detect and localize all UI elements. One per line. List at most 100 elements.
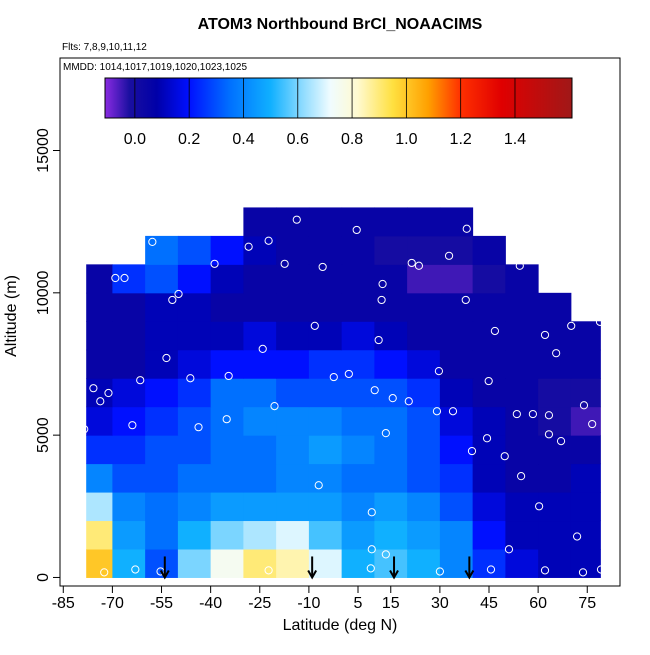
- heat-cell: [341, 349, 375, 379]
- observation-point: [329, 372, 338, 382]
- heat-cell: [177, 548, 212, 578]
- observation-point: [404, 397, 413, 406]
- heat-cell: [177, 435, 212, 465]
- heat-cell: [243, 378, 277, 408]
- heat-cell: [570, 548, 601, 578]
- observation-point: [111, 273, 120, 283]
- heat-cell: [243, 292, 277, 322]
- heat-cell: [86, 548, 113, 578]
- heat-cell: [374, 349, 408, 379]
- observation-point: [377, 295, 386, 305]
- heat-cell: [407, 406, 441, 436]
- observation-point: [512, 229, 521, 239]
- heat-cell: [407, 435, 441, 465]
- heat-cell: [86, 435, 113, 465]
- heat-cell: [276, 264, 310, 294]
- heat-cell: [86, 378, 113, 408]
- observation-point: [367, 508, 376, 517]
- heat-cell: [276, 492, 310, 522]
- heat-cell: [570, 406, 601, 436]
- heat-cell: [145, 492, 179, 522]
- heat-cell: [407, 264, 441, 294]
- heat-cell: [210, 435, 244, 465]
- colorbar-tick-label: 1.0: [395, 131, 417, 148]
- heat-cell: [243, 548, 277, 578]
- heat-cell: [145, 520, 179, 550]
- plot-frame: [59, 57, 621, 587]
- x-tick-label: 60: [529, 595, 547, 612]
- heat-cell: [374, 492, 408, 522]
- observation-point: [544, 411, 554, 420]
- observation-point: [128, 421, 137, 430]
- observation-point: [448, 407, 458, 416]
- heat-cell: [210, 492, 244, 522]
- heat-cell: [308, 435, 343, 465]
- x-tick-label: 75: [578, 595, 596, 612]
- heat-cell: [472, 378, 506, 408]
- heat-cell: [439, 207, 474, 237]
- observation-point: [310, 321, 319, 330]
- observation-point: [374, 335, 383, 345]
- heat-cell: [505, 321, 539, 351]
- heat-cell: [86, 292, 113, 322]
- observation-point: [136, 376, 145, 385]
- colorbar-tick-label: 0.8: [341, 131, 363, 148]
- heat-cell: [112, 264, 146, 294]
- observation-point: [434, 366, 444, 376]
- heat-cell: [210, 292, 244, 322]
- observation-point: [224, 371, 233, 381]
- colorbar: [104, 77, 573, 119]
- heat-cell: [276, 292, 310, 322]
- heat-cell: [243, 520, 277, 550]
- heat-cell: [177, 264, 212, 294]
- heat-cell: [439, 435, 474, 465]
- heat-cell: [341, 548, 375, 578]
- heat-cell: [505, 292, 539, 322]
- observation-point: [210, 259, 219, 268]
- observation-point: [194, 423, 203, 432]
- heat-cell: [177, 292, 212, 322]
- observation-point: [186, 374, 195, 383]
- heat-cell: [243, 406, 277, 436]
- heat-cell: [243, 264, 277, 294]
- heat-cell: [145, 264, 179, 294]
- heat-cell: [276, 207, 310, 237]
- arrow-head: [159, 569, 170, 580]
- heat-cell: [86, 492, 113, 522]
- heat-cell: [341, 378, 375, 408]
- heat-cell: [374, 520, 408, 550]
- heat-cell: [505, 548, 539, 578]
- heat-cell: [439, 264, 474, 294]
- observation-point: [222, 415, 231, 424]
- observation-point: [303, 196, 312, 205]
- y-tick-label: 5000: [35, 417, 52, 453]
- observation-point: [174, 289, 183, 299]
- heat-cell: [341, 292, 375, 322]
- x-tick-label: -10: [297, 595, 320, 612]
- colorbar-tick-label: 0.0: [124, 131, 146, 148]
- colorbar-tick-label: 0.4: [232, 131, 254, 148]
- x-tick-label: 5: [354, 595, 363, 612]
- heat-cell: [505, 463, 539, 493]
- observation-point: [535, 502, 544, 511]
- heat-cell: [210, 548, 244, 578]
- colorbar-tick-label: 0.2: [178, 131, 200, 148]
- heat-cell: [341, 435, 375, 465]
- heat-cell: [472, 435, 506, 465]
- heat-cell: [439, 463, 474, 493]
- y-tick-label: 0: [35, 573, 52, 582]
- observation-point: [280, 259, 289, 268]
- heat-cell: [570, 378, 601, 408]
- heat-cell: [439, 321, 474, 351]
- heat-cell: [276, 463, 310, 493]
- heat-cell: [374, 264, 408, 294]
- heat-cell: [145, 235, 179, 265]
- heat-cell: [341, 406, 375, 436]
- heat-cell: [505, 349, 539, 379]
- heat-cell: [177, 378, 212, 408]
- flight-arrow: [464, 556, 475, 580]
- heat-cell: [145, 292, 179, 322]
- observation-point: [270, 402, 279, 411]
- heat-cell: [112, 463, 146, 493]
